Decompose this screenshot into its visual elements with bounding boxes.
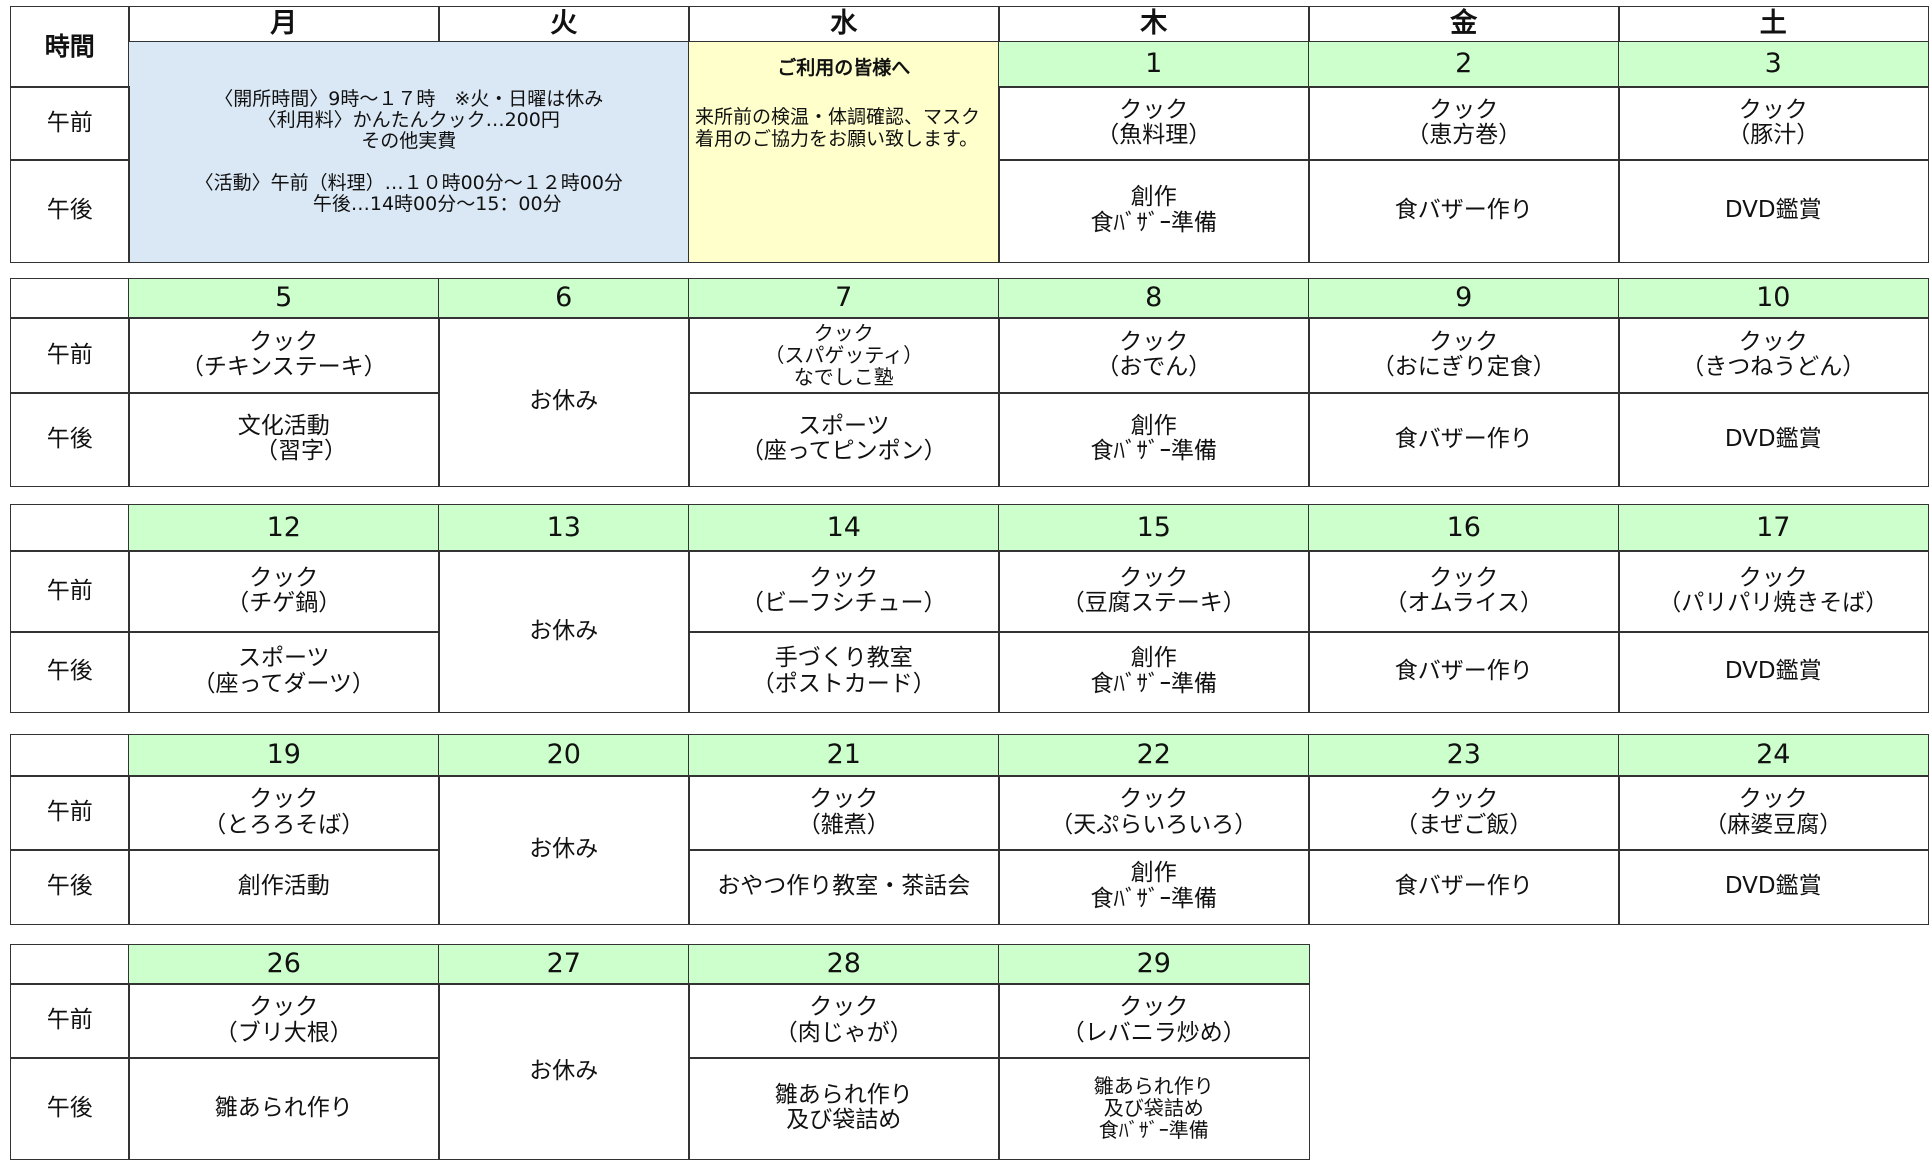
day-header: 土: [1618, 6, 1929, 43]
row-label: 午前: [10, 983, 130, 1059]
pm-cell: 食バザー作り: [1308, 631, 1620, 713]
am-cell: クック （ブリ大根）: [128, 983, 440, 1059]
row-label: 午後: [10, 159, 130, 263]
pm-cell: おやつ作り教室・茶話会: [688, 849, 1000, 925]
day-header: 水: [688, 6, 1000, 43]
pm-cell: 創作 食ﾊﾞｻﾞｰ準備: [998, 631, 1310, 713]
day-header: 月: [128, 6, 440, 43]
row-label: 午後: [10, 631, 130, 713]
date-cell: 14: [688, 504, 1000, 552]
pm-cell: 創作 食ﾊﾞｻﾞｰ準備: [998, 159, 1310, 263]
closed-cell: お休み: [438, 983, 690, 1160]
day-header: 火: [438, 6, 690, 43]
date-cell: 1: [998, 41, 1310, 88]
greeting-body: 来所前の検温・体調確認、マスク着用のご協力をお願い致します。: [695, 105, 981, 150]
date-cell: 21: [688, 734, 1000, 777]
pm-cell: 創作 食ﾊﾞｻﾞｰ準備: [998, 392, 1310, 487]
date-cell: 6: [438, 278, 690, 319]
am-cell: クック （とろろそば）: [128, 775, 440, 851]
pm-cell: 雛あられ作り 及び袋詰め: [688, 1057, 1000, 1160]
time-label: 時間: [10, 6, 130, 88]
row-label: 午後: [10, 1057, 130, 1160]
pm-cell: スポーツ （座ってダーツ）: [128, 631, 440, 713]
row-label: 午前: [10, 775, 130, 851]
pm-cell: 雛あられ作り: [128, 1057, 440, 1160]
am-cell: クック （ビーフシチュー）: [688, 550, 1000, 633]
am-cell: クック （豆腐ステーキ）: [998, 550, 1310, 633]
pm-cell: 食バザー作り: [1308, 849, 1620, 925]
pm-cell: 創作活動: [128, 849, 440, 925]
day-header: 木: [998, 6, 1310, 43]
date-cell: 5: [128, 278, 440, 319]
date-cell: 15: [998, 504, 1310, 552]
date-cell: 3: [1618, 41, 1929, 88]
time-blank: [10, 504, 130, 552]
am-cell: クック （天ぷらいろいろ）: [998, 775, 1310, 851]
row-label: 午前: [10, 317, 130, 394]
date-cell: 17: [1618, 504, 1929, 552]
pm-cell: 食バザー作り: [1308, 159, 1620, 263]
pm-cell: DVD鑑賞: [1618, 392, 1929, 487]
am-cell: クック （雑煮）: [688, 775, 1000, 851]
am-cell: クック （チキンステーキ）: [128, 317, 440, 394]
am-cell: クック （スパゲッティ） なでしこ塾: [688, 317, 1000, 394]
am-cell: クック （チゲ鍋）: [128, 550, 440, 633]
am-cell: クック （豚汁）: [1618, 86, 1929, 161]
date-cell: 8: [998, 278, 1310, 319]
time-blank: [10, 278, 130, 319]
date-cell: 13: [438, 504, 690, 552]
am-cell: クック （麻婆豆腐）: [1618, 775, 1929, 851]
closed-cell: お休み: [438, 550, 690, 713]
date-cell: 9: [1308, 278, 1620, 319]
date-cell: 2: [1308, 41, 1620, 88]
closed-cell: お休み: [438, 317, 690, 487]
date-cell: 22: [998, 734, 1310, 777]
pm-cell: 手づくり教室 （ポストカード）: [688, 631, 1000, 713]
date-cell: 24: [1618, 734, 1929, 777]
am-cell: クック （パリパリ焼きそば）: [1618, 550, 1929, 633]
notice: 〈開所時間〉9時～１７時 ※火・日曜は休み 〈利用料〉かんたんクック…200円 …: [128, 41, 690, 263]
pm-cell: DVD鑑賞: [1618, 849, 1929, 925]
date-cell: 20: [438, 734, 690, 777]
row-label: 午後: [10, 849, 130, 925]
closed-cell: お休み: [438, 775, 690, 925]
am-cell: クック （肉じゃが）: [688, 983, 1000, 1059]
date-cell: 10: [1618, 278, 1929, 319]
row-label: 午前: [10, 86, 130, 161]
date-cell: 19: [128, 734, 440, 777]
date-cell: 12: [128, 504, 440, 552]
pm-cell: スポーツ （座ってピンポン）: [688, 392, 1000, 487]
am-cell: クック （恵方巻）: [1308, 86, 1620, 161]
date-cell: 27: [438, 944, 690, 985]
pm-cell: 雛あられ作り 及び袋詰め 食ﾊﾞｻﾞｰ準備: [998, 1057, 1310, 1160]
pm-cell: 文化活動 （習字）: [128, 392, 440, 487]
am-cell: クック （おにぎり定食）: [1308, 317, 1620, 394]
date-cell: 26: [128, 944, 440, 985]
greeting-title: ご利用の皆様へ: [777, 57, 911, 79]
time-blank: [10, 944, 130, 985]
greeting: ご利用の皆様へ来所前の検温・体調確認、マスク着用のご協力をお願い致します。: [688, 41, 1000, 263]
am-cell: クック （オムライス）: [1308, 550, 1620, 633]
pm-cell: 食バザー作り: [1308, 392, 1620, 487]
pm-cell: 創作 食ﾊﾞｻﾞｰ準備: [998, 849, 1310, 925]
am-cell: クック （レバニラ炒め）: [998, 983, 1310, 1059]
am-cell: クック （きつねうどん）: [1618, 317, 1929, 394]
date-cell: 28: [688, 944, 1000, 985]
date-cell: 16: [1308, 504, 1620, 552]
day-header: 金: [1308, 6, 1620, 43]
pm-cell: DVD鑑賞: [1618, 631, 1929, 713]
date-cell: 23: [1308, 734, 1620, 777]
row-label: 午前: [10, 550, 130, 633]
time-blank: [10, 734, 130, 777]
row-label: 午後: [10, 392, 130, 487]
am-cell: クック （おでん）: [998, 317, 1310, 394]
date-cell: 29: [998, 944, 1310, 985]
am-cell: クック （まぜご飯）: [1308, 775, 1620, 851]
pm-cell: DVD鑑賞: [1618, 159, 1929, 263]
date-cell: 7: [688, 278, 1000, 319]
am-cell: クック （魚料理）: [998, 86, 1310, 161]
